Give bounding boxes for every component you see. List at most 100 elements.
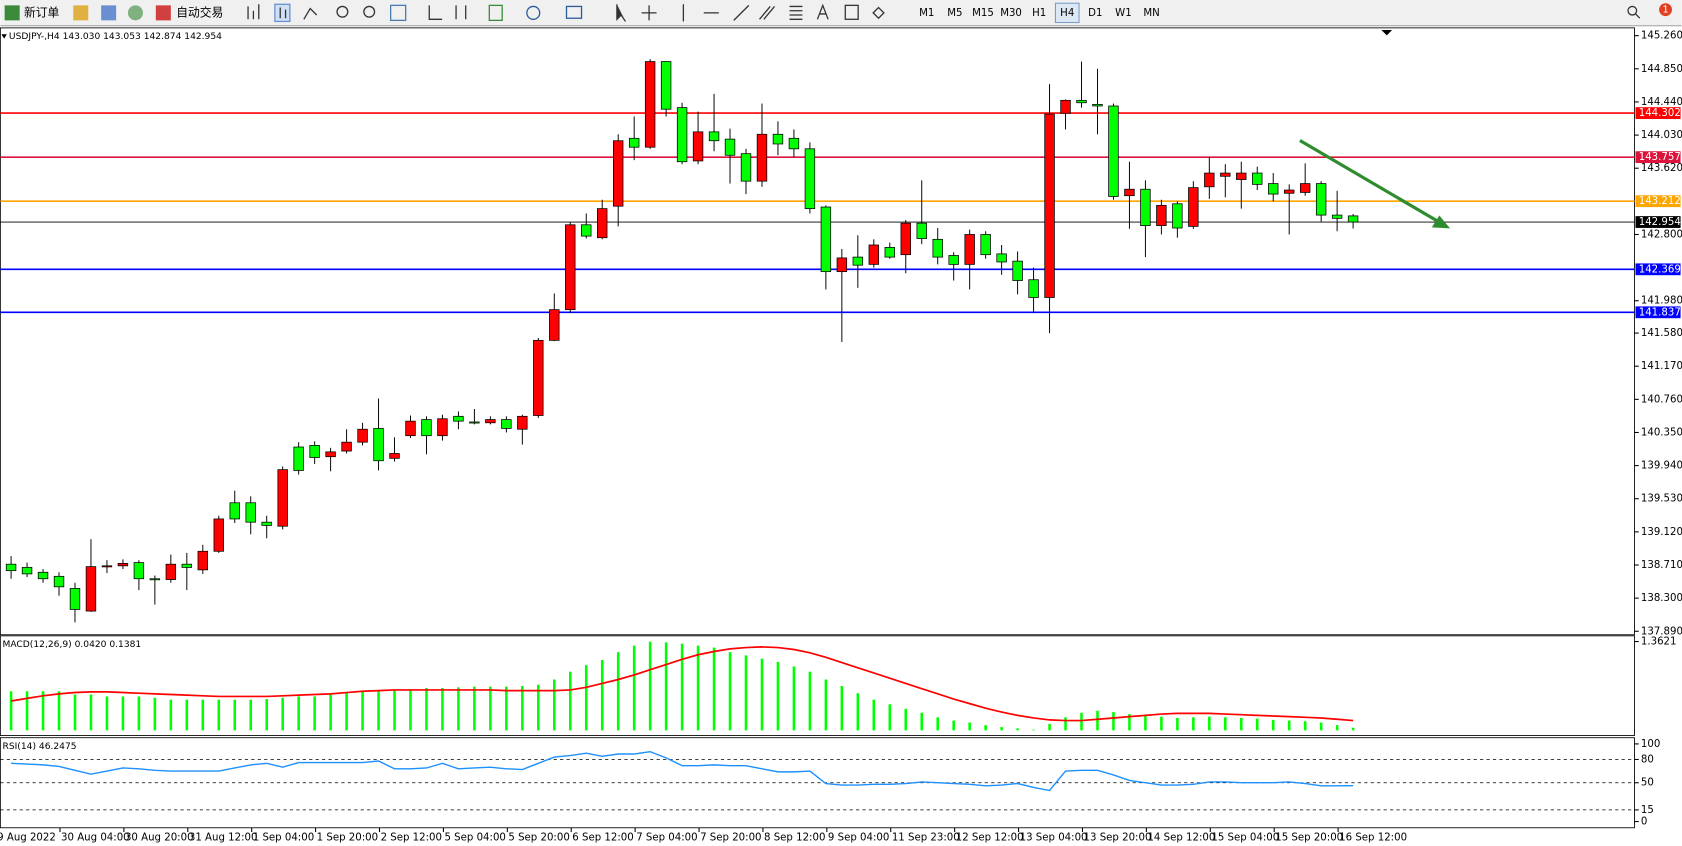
candle-body <box>1076 99 1087 104</box>
macd-bar <box>41 691 45 731</box>
x-tick-label: 9 Sep 04:00 <box>828 832 889 843</box>
macd-bar <box>89 694 93 731</box>
macd-bar <box>840 686 844 731</box>
cursor-button[interactable] <box>616 4 627 22</box>
macd-bar <box>632 645 636 731</box>
indicators-button[interactable] <box>488 4 503 22</box>
notification-count: 1 <box>1662 5 1668 16</box>
timeframe-button[interactable]: H4 <box>1060 8 1074 19</box>
toolbar-icon[interactable] <box>127 5 143 21</box>
macd-bar <box>1096 710 1099 731</box>
candle-body <box>1220 172 1231 177</box>
y-tick-label: 100 <box>1641 739 1660 750</box>
search-button[interactable] <box>1627 5 1638 16</box>
crosshair-button[interactable] <box>641 5 657 21</box>
timeframe-button[interactable]: M15 <box>972 8 994 19</box>
y-tick-label: 142.800 <box>1641 229 1682 240</box>
macd-bar <box>57 691 61 731</box>
shift-button[interactable] <box>455 5 467 20</box>
macd-bar <box>249 699 253 731</box>
line-chart-button[interactable] <box>303 7 318 20</box>
macd-bar <box>1112 712 1115 731</box>
macd-bar <box>409 689 412 731</box>
y-tick-label: 141.580 <box>1641 328 1682 339</box>
macd-bar <box>521 686 524 731</box>
price-level-tag <box>1635 216 1681 228</box>
x-tick-label: 8 Sep 12:00 <box>764 832 825 843</box>
timeframe-button[interactable]: M1 <box>919 8 934 19</box>
macd-bar <box>393 689 396 731</box>
timeframe-button[interactable]: D1 <box>1088 8 1102 19</box>
price-level-label: 142.954 <box>1639 217 1681 228</box>
macd-bar <box>425 687 428 731</box>
candle-body <box>1028 279 1039 298</box>
candle-body <box>964 234 975 265</box>
toolbar-icon[interactable] <box>73 5 89 21</box>
arrows-button[interactable] <box>872 6 885 20</box>
macd-bar <box>9 691 13 731</box>
timeframe-button[interactable]: H1 <box>1032 8 1046 19</box>
text-button[interactable] <box>816 3 829 20</box>
price-level-tag <box>1635 151 1681 164</box>
channel-button[interactable] <box>759 6 776 20</box>
y-tick-label: 145.260 <box>1641 31 1682 42</box>
x-tick-label: 15 Sep 04:00 <box>1211 832 1279 843</box>
fibo-button[interactable] <box>789 5 803 20</box>
bar-chart-button[interactable] <box>247 4 260 20</box>
x-tick-label: 30 Aug 20:00 <box>125 832 194 843</box>
candle-body <box>1268 183 1279 195</box>
macd-bar <box>600 659 604 731</box>
macd-bar <box>1080 712 1083 731</box>
periods-button[interactable] <box>526 5 541 20</box>
timeframe-button[interactable]: W1 <box>1115 8 1132 19</box>
candle-body <box>916 222 927 239</box>
macd-bar <box>1144 715 1147 731</box>
price-level-label: 144.302 <box>1639 108 1681 119</box>
macd-bar <box>329 694 332 731</box>
auto-trading-icon[interactable] <box>155 5 171 21</box>
candle-body <box>1124 188 1135 197</box>
timeframe-button[interactable]: MN <box>1143 8 1159 19</box>
candle-body <box>1347 215 1359 223</box>
label-button[interactable] <box>844 4 859 20</box>
candle-body <box>229 502 240 520</box>
macd-bar <box>1176 717 1179 731</box>
macd-bar <box>153 697 157 731</box>
macd-bar <box>808 671 812 731</box>
auto-trading-button[interactable]: 自动交易 <box>176 5 223 19</box>
candle-body <box>692 131 704 162</box>
candle-body <box>740 153 752 182</box>
candle-body <box>1156 205 1167 226</box>
candle-body <box>325 451 336 458</box>
autoscroll-button[interactable] <box>428 5 443 20</box>
candle-chart-button[interactable] <box>274 3 291 23</box>
new-order-button[interactable]: 新订单 <box>24 5 60 19</box>
x-tick-label: 6 Sep 12:00 <box>572 832 633 843</box>
macd-bar <box>201 699 205 731</box>
macd-bar <box>105 696 109 731</box>
new-order-icon[interactable] <box>4 5 20 21</box>
zoom-in-button[interactable] <box>336 5 349 18</box>
macd-bar <box>1224 717 1227 731</box>
notification-badge[interactable] <box>1659 3 1672 17</box>
macd-bar <box>680 643 684 731</box>
x-tick-label: 11 Sep 23:00 <box>892 832 960 843</box>
zoom-out-button[interactable] <box>363 5 376 18</box>
candle-body <box>852 256 864 266</box>
toolbar-icon[interactable] <box>101 5 117 21</box>
candle-body <box>549 309 560 341</box>
timeframe-button[interactable]: M30 <box>1000 8 1022 19</box>
trendline-button[interactable] <box>733 4 750 21</box>
tile-button[interactable] <box>390 4 407 22</box>
candle-body <box>165 563 177 580</box>
y-tick-label: 139.940 <box>1641 461 1682 472</box>
x-tick-label: 13 Sep 04:00 <box>1020 832 1088 843</box>
timeframe-button[interactable]: M5 <box>947 8 962 19</box>
candle-body <box>373 428 384 462</box>
y-tick-label: 0 <box>1641 817 1647 828</box>
price-level-label: 143.212 <box>1639 196 1681 207</box>
candle-body <box>1315 183 1327 216</box>
candle-body <box>948 255 959 265</box>
templates-button[interactable] <box>565 5 583 19</box>
x-tick-label: 5 Sep 04:00 <box>444 832 505 843</box>
